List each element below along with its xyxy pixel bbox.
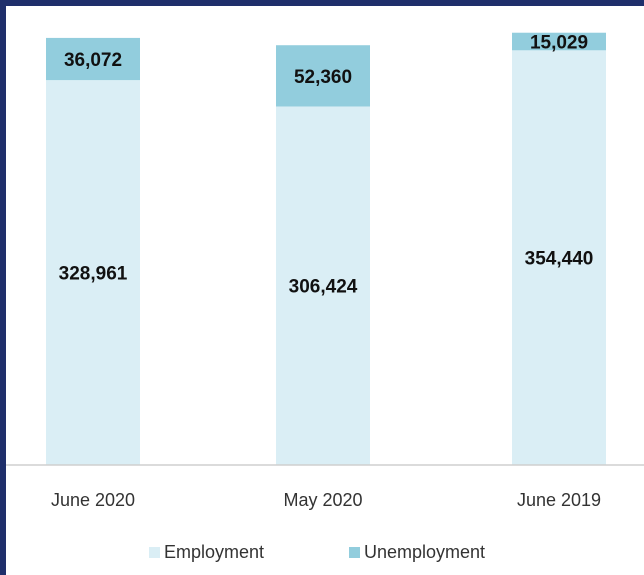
bar-employment-3 — [512, 50, 606, 465]
x-tick-label-2: May 2020 — [283, 490, 362, 510]
legend-label-employment: Employment — [164, 542, 264, 562]
data-label-unemployment-2: 52,360 — [294, 67, 352, 88]
data-label-employment-3: 354,440 — [525, 249, 594, 270]
legend: Employment Unemployment — [149, 542, 485, 562]
bar-employment-2 — [276, 106, 370, 465]
bars-layer: 328,961 36,072 306,424 52,360 354,440 15,029 — [46, 33, 606, 465]
data-label-employment-2: 306,424 — [289, 277, 358, 298]
bar-unemployment-1 — [46, 37, 140, 81]
chart-panel: 328,961 36,072 306,424 52,360 354,440 15,029 … — [6, 6, 644, 575]
bar-unemployment-3 — [512, 32, 606, 51]
stacked-bar-chart: 328,96136,072306,42452,360354,44015,029 … — [6, 33, 644, 562]
bar-unemployment-2 — [276, 45, 370, 107]
data-label-unemployment-3: 15,029 — [530, 33, 588, 54]
x-tick-label-1: June 2020 — [51, 490, 135, 510]
data-label-employment-1: 328,961 — [59, 264, 128, 285]
legend-swatch-unemployment — [349, 547, 360, 558]
legend-label-unemployment: Unemployment — [364, 542, 485, 562]
legend-swatch-employment — [149, 547, 160, 558]
x-tick-label-3: June 2019 — [517, 490, 601, 510]
x-axis-ticks: June 2020 May 2020 June 2019 — [51, 490, 601, 510]
data-label-unemployment-1: 36,072 — [64, 50, 122, 71]
bar-employment-1 — [46, 80, 140, 465]
